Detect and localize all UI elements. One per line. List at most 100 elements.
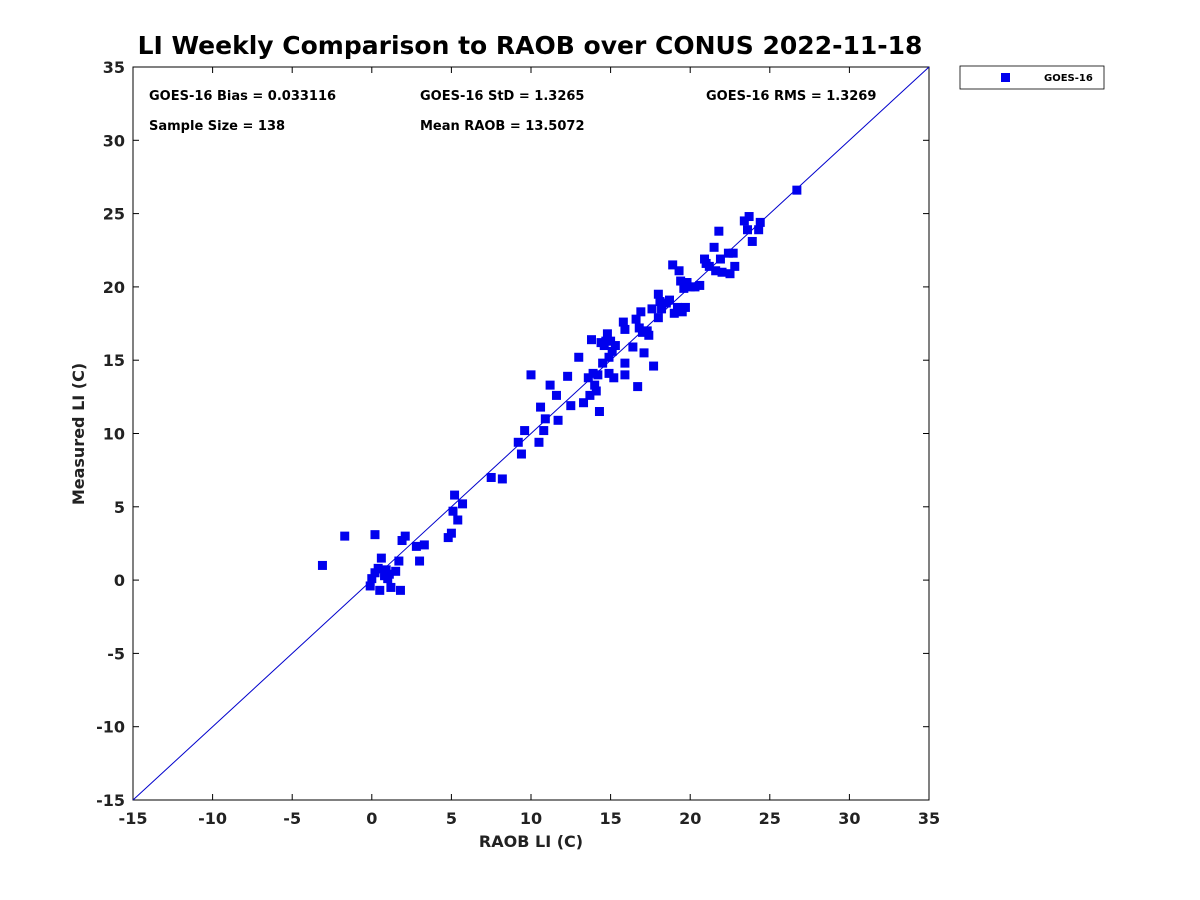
data-point <box>400 531 410 541</box>
data-point <box>516 449 526 459</box>
data-point <box>534 437 544 447</box>
data-point <box>730 261 740 271</box>
x-tick-label: -10 <box>198 809 227 828</box>
data-point <box>647 304 657 314</box>
data-point <box>486 472 496 482</box>
data-point <box>419 540 429 550</box>
data-point <box>728 248 738 258</box>
data-point <box>520 426 530 436</box>
x-tick-label: 35 <box>918 809 940 828</box>
x-tick-label: 15 <box>599 809 621 828</box>
y-tick-label: -5 <box>107 644 125 663</box>
data-point <box>618 317 628 327</box>
data-point <box>747 236 757 246</box>
data-point <box>386 582 396 592</box>
data-point <box>655 297 665 307</box>
data-point <box>620 324 630 334</box>
y-tick-label: -15 <box>96 791 125 810</box>
data-point <box>545 380 555 390</box>
x-axis: -15 -10 -5 0 5 10 15 20 25 30 35 <box>119 67 940 828</box>
data-point <box>711 266 721 276</box>
data-point <box>739 216 749 226</box>
data-point <box>317 560 327 570</box>
data-point <box>370 530 380 540</box>
data-point <box>594 407 604 417</box>
data-point <box>585 390 595 400</box>
data-point <box>717 267 727 277</box>
data-point <box>340 531 350 541</box>
data-point <box>744 212 754 222</box>
data-point <box>668 260 678 270</box>
data-point <box>601 336 611 346</box>
data-point <box>792 185 802 195</box>
data-point <box>367 574 377 584</box>
data-point <box>639 348 649 358</box>
data-point <box>583 373 593 383</box>
data-point <box>448 506 458 516</box>
chart-title: LI Weekly Comparison to RAOB over CONUS … <box>138 31 923 60</box>
data-point <box>680 302 690 312</box>
x-tick-label: 0 <box>366 809 377 828</box>
data-point <box>604 352 614 362</box>
data-point <box>743 225 753 235</box>
data-point <box>365 581 375 591</box>
y-tick-label: 10 <box>103 425 125 444</box>
legend-box <box>959 65 1105 90</box>
data-point <box>604 368 614 378</box>
data-point <box>676 276 686 286</box>
y-tick-label: 30 <box>103 131 125 150</box>
y-tick-label: 35 <box>103 58 125 77</box>
data-point <box>446 528 456 538</box>
stat-sample-size: Sample Size = 138 <box>149 119 285 134</box>
data-point <box>657 304 667 314</box>
data-point <box>591 386 601 396</box>
data-point <box>391 566 401 576</box>
data-point <box>644 330 654 340</box>
x-tick-label: -5 <box>283 809 301 828</box>
legend-marker <box>1001 73 1010 82</box>
data-point <box>586 335 596 345</box>
y-tick-label: 20 <box>103 278 125 297</box>
data-point <box>579 398 589 408</box>
y-tick-label: 25 <box>103 205 125 224</box>
data-point <box>620 358 630 368</box>
data-point <box>695 280 705 290</box>
data-point <box>458 499 468 509</box>
data-point <box>685 282 695 292</box>
data-point <box>563 371 573 381</box>
data-point <box>725 269 735 279</box>
data-point <box>631 314 641 324</box>
x-tick-label: 10 <box>520 809 542 828</box>
y-tick-label: -10 <box>96 718 125 737</box>
data-point <box>453 515 463 525</box>
data-point <box>588 368 598 378</box>
goes-16-series <box>317 185 802 595</box>
data-point <box>411 541 421 551</box>
data-point <box>653 313 663 323</box>
data-point <box>633 382 643 392</box>
stat-mean-raob: Mean RAOB = 13.5072 <box>420 119 585 134</box>
data-point <box>610 341 620 351</box>
data-point <box>590 380 600 390</box>
data-point <box>653 289 663 299</box>
data-point <box>628 342 638 352</box>
data-point <box>679 283 689 293</box>
x-axis-label: RAOB LI (C) <box>479 832 583 851</box>
data-point <box>637 327 647 337</box>
data-point <box>704 261 714 271</box>
data-point <box>709 242 719 252</box>
stat-rms: GOES-16 RMS = 1.3269 <box>706 89 876 104</box>
data-point <box>513 437 523 447</box>
data-point <box>539 426 549 436</box>
stat-bias: GOES-16 Bias = 0.033116 <box>149 89 336 104</box>
data-point <box>607 346 617 356</box>
data-point <box>395 585 405 595</box>
data-point <box>376 553 386 563</box>
data-point <box>606 336 616 346</box>
data-point <box>672 302 682 312</box>
data-point <box>593 370 603 380</box>
one-to-one-reference-line <box>132 66 930 801</box>
stat-std: GOES-16 StD = 1.3265 <box>420 89 584 104</box>
data-point <box>609 373 619 383</box>
data-point <box>536 402 546 412</box>
